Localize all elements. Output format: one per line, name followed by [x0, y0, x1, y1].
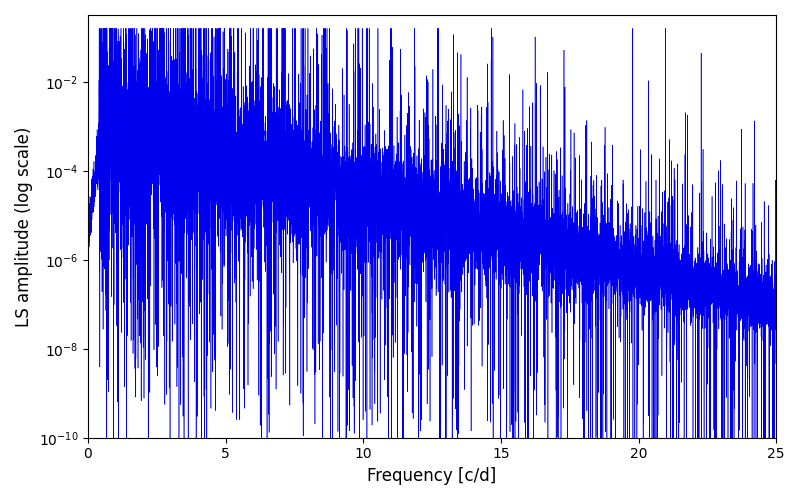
X-axis label: Frequency [c/d]: Frequency [c/d] — [367, 467, 497, 485]
Y-axis label: LS amplitude (log scale): LS amplitude (log scale) — [15, 126, 33, 326]
